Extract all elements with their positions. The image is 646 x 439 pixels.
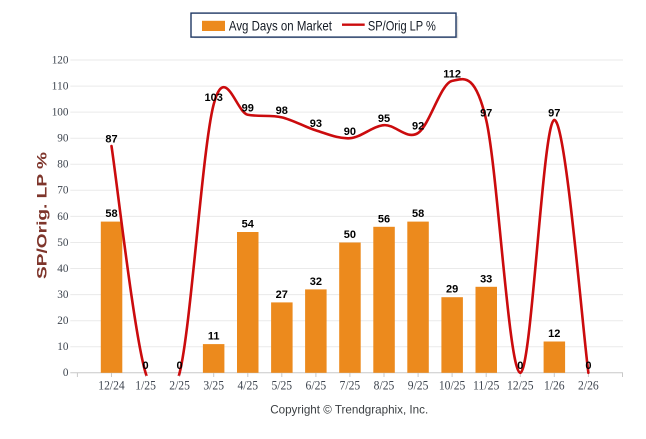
svg-text:4/25: 4/25	[237, 378, 258, 392]
svg-text:SP/Orig. LP %: SP/Orig. LP %	[34, 151, 50, 279]
svg-text:5/25: 5/25	[271, 378, 292, 392]
svg-text:112: 112	[443, 69, 461, 81]
svg-text:90: 90	[344, 126, 356, 138]
svg-text:32: 32	[310, 276, 322, 288]
svg-text:0: 0	[143, 360, 149, 372]
svg-text:1/26: 1/26	[544, 378, 565, 392]
svg-text:99: 99	[242, 102, 254, 114]
svg-text:11: 11	[208, 331, 220, 343]
svg-text:0: 0	[517, 360, 523, 372]
svg-text:11/25: 11/25	[473, 378, 500, 392]
svg-text:10: 10	[57, 341, 69, 353]
svg-text:12/25: 12/25	[507, 378, 534, 392]
svg-text:8/25: 8/25	[374, 378, 395, 392]
svg-text:110: 110	[52, 81, 69, 93]
svg-text:100: 100	[52, 107, 69, 119]
svg-text:97: 97	[548, 108, 560, 120]
svg-text:80: 80	[57, 159, 69, 171]
svg-text:20: 20	[57, 315, 69, 327]
svg-text:Avg Days on Market: Avg Days on Market	[229, 17, 332, 33]
svg-text:29: 29	[446, 284, 458, 296]
svg-text:56: 56	[378, 213, 390, 225]
svg-text:98: 98	[276, 105, 288, 117]
svg-text:87: 87	[105, 134, 117, 146]
svg-text:60: 60	[57, 211, 69, 223]
svg-text:50: 50	[57, 237, 69, 249]
svg-text:Copyright © Trendgraphix, Inc.: Copyright © Trendgraphix, Inc.	[270, 403, 428, 417]
svg-text:120: 120	[52, 54, 69, 66]
svg-text:9/25: 9/25	[408, 378, 429, 392]
svg-text:97: 97	[480, 108, 492, 120]
svg-text:90: 90	[57, 133, 69, 145]
svg-text:0: 0	[177, 360, 183, 372]
svg-text:30: 30	[57, 289, 69, 301]
svg-text:33: 33	[480, 273, 492, 285]
svg-text:54: 54	[242, 219, 255, 231]
svg-text:40: 40	[57, 263, 69, 275]
svg-text:12: 12	[548, 328, 560, 340]
svg-text:SP/Orig LP %: SP/Orig LP %	[368, 17, 436, 33]
svg-text:93: 93	[310, 118, 322, 130]
svg-text:3/25: 3/25	[203, 378, 224, 392]
svg-text:2/26: 2/26	[578, 378, 599, 392]
svg-text:2/25: 2/25	[169, 378, 190, 392]
svg-text:0: 0	[63, 367, 69, 379]
svg-text:7/25: 7/25	[340, 378, 361, 392]
svg-text:6/25: 6/25	[306, 378, 327, 392]
svg-text:58: 58	[412, 208, 424, 220]
svg-text:103: 103	[205, 92, 223, 104]
svg-text:12/24: 12/24	[98, 378, 125, 392]
svg-text:50: 50	[344, 229, 356, 241]
svg-text:95: 95	[378, 113, 390, 125]
svg-text:1/25: 1/25	[135, 378, 156, 392]
svg-text:0: 0	[585, 360, 591, 372]
svg-text:92: 92	[412, 121, 424, 133]
svg-text:27: 27	[276, 289, 288, 301]
svg-text:10/25: 10/25	[439, 378, 466, 392]
svg-text:70: 70	[57, 185, 69, 197]
svg-text:58: 58	[105, 208, 117, 220]
